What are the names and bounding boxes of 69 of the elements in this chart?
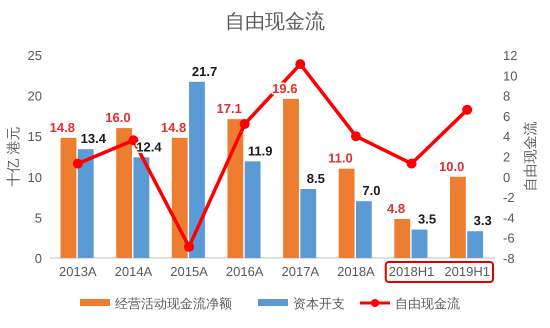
y2-tick-label: 0 [503,170,510,185]
bar [78,149,94,258]
x-tick-label: 2017A [282,264,320,279]
data-label: 7.0 [362,183,380,198]
chart-title: 自由现金流 [225,11,325,33]
bar [189,82,205,258]
bar [283,98,299,258]
bar [60,138,76,258]
y-tick-label: 5 [34,210,42,226]
point [184,242,194,252]
y2-tick-label: -6 [503,230,515,246]
bar [450,176,466,258]
y-tick-label: 20 [28,88,42,104]
y2-tick-label: -2 [503,190,515,206]
bar [394,219,410,258]
legend-label: 资本开支 [293,296,345,311]
y2-tick-label: 8 [503,88,510,104]
data-label: 3.3 [474,213,492,228]
x-tick-label: 2013A [59,264,97,279]
bar [300,188,316,258]
bar [244,161,261,258]
data-label: 8.5 [306,170,325,186]
data-label: 16.0 [105,110,131,126]
data-label: 21.7 [192,64,218,79]
bar [338,168,355,258]
point [128,135,138,146]
x-tick-label: 2015A [170,264,208,279]
y2-tick-label: 4 [503,129,510,144]
y2-axis-title: 自由现金流 [522,122,538,192]
y2-tick-label: 6 [503,108,510,124]
bar [356,201,372,258]
bar [412,230,428,258]
data-label: 11.0 [328,150,353,166]
data-label: 11.9 [248,143,273,158]
y-tick-label: 10 [28,170,42,185]
data-label: 17.1 [216,101,242,116]
point [240,119,250,130]
bar [467,231,484,258]
x-tick-label: 2016A [226,264,264,279]
y-tick-label: 25 [28,48,42,63]
bar [133,157,150,258]
data-label: 3.5 [418,212,436,227]
bar [116,128,132,258]
y-tick-label: 15 [28,129,42,144]
bar [227,119,244,258]
point [462,104,472,115]
legend-label: 自由现金流 [395,296,460,311]
point [350,131,361,142]
y2-tick-label: 2 [503,150,510,164]
x-tick-label: 2019H1 [444,264,490,279]
y2-tick-label: -8 [503,251,515,266]
legend-label: 经营活动现金流净额 [115,296,232,311]
y-tick-label: 0 [34,251,42,266]
point [72,158,83,169]
data-label: 14.8 [50,120,75,135]
point [295,59,306,70]
data-label: 13.4 [80,131,107,146]
data-label: 14.8 [160,120,186,135]
data-label: 4.8 [387,201,406,216]
y-axis-title: 十亿 港元 [5,126,21,186]
y2-tick-label: -4 [503,210,515,226]
x-tick-label: 2018A [337,264,376,279]
x-tick-label: 2014A [114,264,153,279]
y2-tick-label: 12 [503,48,518,63]
point [406,158,417,169]
bar [172,138,188,258]
y2-tick-label: 10 [503,68,518,84]
data-label: 10.0 [439,158,464,174]
x-tick-label: 2018H1 [388,264,434,279]
